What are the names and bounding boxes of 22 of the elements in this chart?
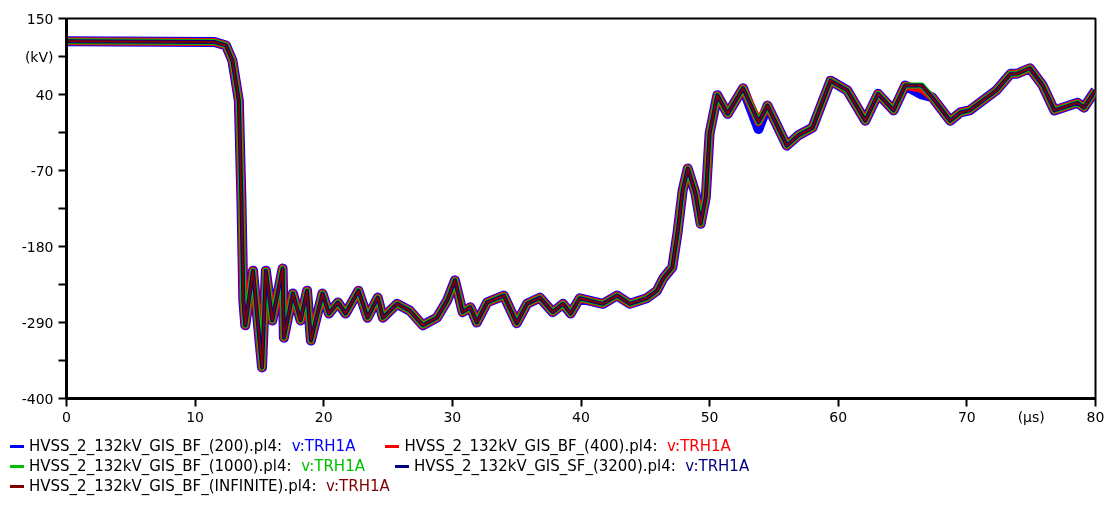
x-tick-label: 50 xyxy=(700,408,719,425)
x-tick-label: 30 xyxy=(443,408,462,425)
legend-label: HVSS_2_132kV_GIS_BF_(1000).pl4: v:TRH1A xyxy=(28,456,365,476)
x-tick-label: 0 xyxy=(62,408,71,425)
legend-label: HVSS_2_132kV_GIS_BF_(200).pl4: v:TRH1A xyxy=(28,436,356,456)
x-tick-label: 70 xyxy=(957,408,976,425)
x-axis-title: (μs) xyxy=(1017,408,1045,425)
y-tick-label: -400 xyxy=(21,390,54,407)
x-tick-label: 10 xyxy=(186,408,205,425)
y-axis-title: (kV) xyxy=(24,48,54,65)
x-tick-label: 60 xyxy=(829,408,848,425)
x-tick-label: 80 xyxy=(1086,408,1105,425)
y-tick-label: -290 xyxy=(21,314,54,331)
x-tick-label: 20 xyxy=(314,408,333,425)
legend-label: HVSS_2_132kV_GIS_BF_(400).pl4: v:TRH1A xyxy=(403,436,731,456)
legend-label: HVSS_2_132kV_GIS_SF_(3200).pl4: v:TRH1A xyxy=(412,456,750,476)
y-tick-label: 40 xyxy=(35,86,54,103)
x-tick-label: 40 xyxy=(572,408,590,425)
y-tick-label: 150 xyxy=(26,10,54,27)
y-tick-label: -70 xyxy=(30,162,54,179)
legend-label: HVSS_2_132kV_GIS_BF_(INFINITE).pl4: v:TRH1A xyxy=(28,476,390,496)
y-tick-label: -180 xyxy=(21,238,54,255)
